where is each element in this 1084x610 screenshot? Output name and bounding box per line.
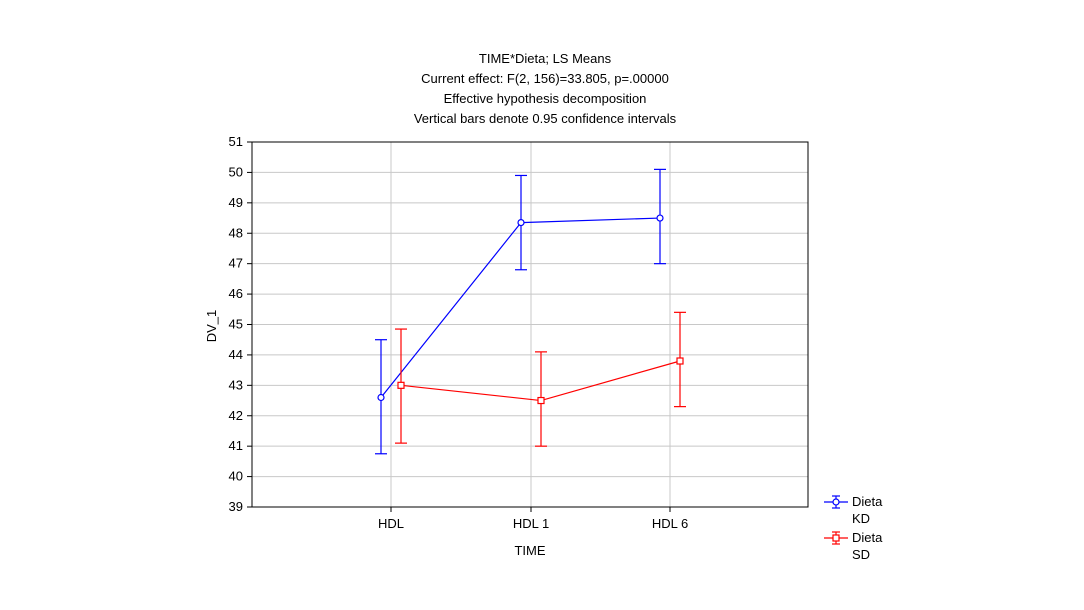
legend-label-line2: KD	[852, 511, 870, 526]
x-axis-label: TIME	[514, 543, 545, 558]
data-point	[397, 381, 405, 389]
legend-marker	[832, 498, 840, 506]
title-line-4: Vertical bars denote 0.95 confidence int…	[414, 111, 677, 126]
y-tick-label: 41	[229, 438, 243, 453]
y-tick-label: 45	[229, 317, 243, 332]
data-point	[377, 393, 385, 402]
legend-label-line2: SD	[852, 547, 870, 562]
y-tick-label: 50	[229, 164, 243, 179]
series-layer	[375, 168, 686, 455]
y-tick-label: 43	[229, 377, 243, 392]
legend-marker	[832, 534, 840, 542]
x-tick-label: HDL	[378, 516, 404, 531]
series-sd	[395, 311, 686, 447]
y-tick-label: 47	[229, 256, 243, 271]
x-tick-label: HDL 6	[652, 516, 688, 531]
legend: Dieta KD Dieta SD	[824, 494, 883, 562]
y-tick-label: 44	[229, 347, 243, 362]
data-point	[676, 357, 684, 365]
data-point	[517, 219, 525, 227]
series-kd	[375, 168, 666, 455]
chart-title: TIME*Dieta; LS Means Current effect: F(2…	[414, 51, 677, 126]
data-point	[656, 214, 664, 222]
grid	[252, 141, 808, 508]
legend-label-line1: Dieta	[852, 530, 883, 545]
y-axis: 39 40 41 42 43 44 45 46 47 48 49 50 51	[229, 134, 252, 514]
title-line-3: Effective hypothesis decomposition	[444, 91, 647, 106]
y-tick-label: 49	[229, 195, 243, 210]
y-tick-label: 48	[229, 225, 243, 240]
title-line-1: TIME*Dieta; LS Means	[479, 51, 612, 66]
title-line-2: Current effect: F(2, 156)=33.805, p=.000…	[421, 71, 669, 86]
legend-item-kd: Dieta KD	[824, 494, 883, 526]
x-tick-label: HDL 1	[513, 516, 549, 531]
legend-label-line1: Dieta	[852, 494, 883, 509]
y-tick-label: 39	[229, 499, 243, 514]
y-tick-label: 51	[229, 134, 243, 149]
y-axis-label: DV_1	[204, 310, 219, 343]
legend-item-sd: Dieta SD	[824, 530, 883, 562]
y-tick-label: 46	[229, 286, 243, 301]
y-tick-label: 40	[229, 469, 243, 484]
data-point	[537, 396, 545, 405]
x-axis: HDL HDL 1 HDL 6	[378, 507, 688, 531]
y-tick-label: 42	[229, 408, 243, 423]
